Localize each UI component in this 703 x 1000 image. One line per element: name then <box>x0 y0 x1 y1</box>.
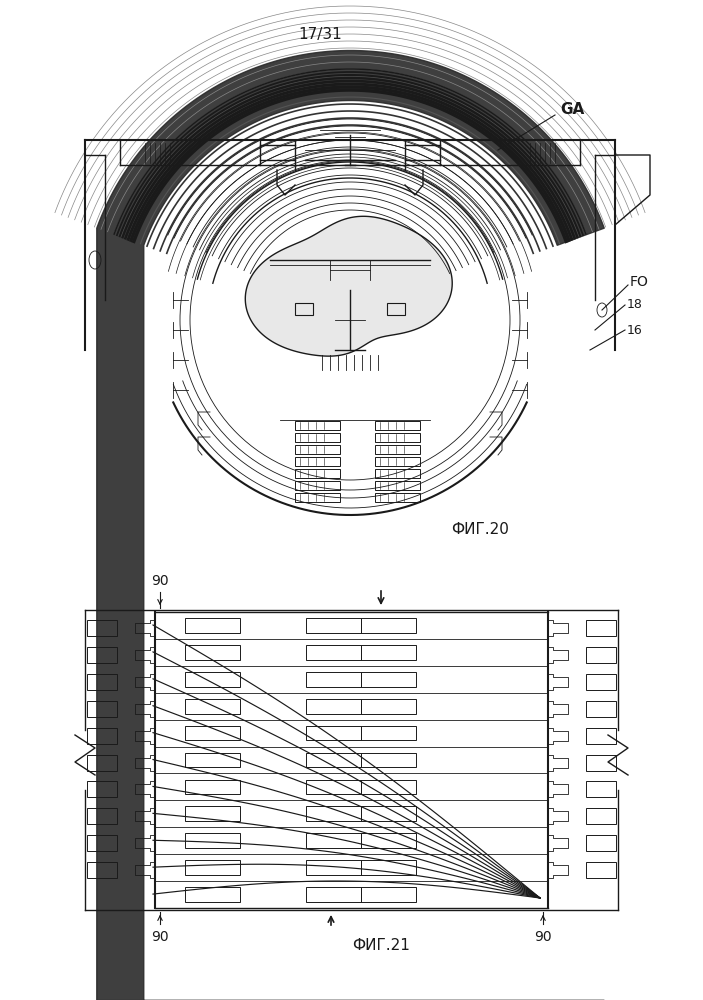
Bar <box>295 445 340 454</box>
Bar <box>586 728 616 744</box>
Bar <box>295 421 340 430</box>
Bar <box>185 887 240 902</box>
Bar <box>586 808 616 824</box>
Bar <box>586 674 616 690</box>
Bar <box>295 457 340 466</box>
Bar <box>586 701 616 717</box>
Bar <box>185 645 240 660</box>
Text: 90: 90 <box>534 930 552 944</box>
Bar <box>87 701 117 717</box>
Bar <box>306 726 361 740</box>
Text: 17/31: 17/31 <box>298 27 342 42</box>
Bar <box>387 303 405 315</box>
Bar <box>375 457 420 466</box>
Bar <box>375 433 420 442</box>
Bar <box>375 481 420 490</box>
Bar <box>87 808 117 824</box>
Bar <box>361 860 416 875</box>
Bar <box>306 699 361 714</box>
Bar <box>185 860 240 875</box>
Bar <box>295 481 340 490</box>
Bar <box>185 753 240 767</box>
Bar <box>295 493 340 502</box>
Bar <box>185 672 240 687</box>
Bar <box>586 647 616 663</box>
Bar <box>375 469 420 478</box>
Bar <box>306 618 361 633</box>
Bar <box>361 753 416 767</box>
Bar <box>306 887 361 902</box>
Text: ФИГ.21: ФИГ.21 <box>352 938 410 952</box>
Bar <box>87 728 117 744</box>
Text: 16: 16 <box>627 324 643 336</box>
Bar <box>87 647 117 663</box>
Bar <box>306 672 361 687</box>
Bar <box>361 699 416 714</box>
Bar <box>306 833 361 848</box>
Bar <box>87 755 117 771</box>
Bar <box>361 726 416 740</box>
Bar <box>185 806 240 821</box>
Bar <box>361 672 416 687</box>
Bar <box>586 781 616 797</box>
Bar <box>586 755 616 771</box>
Bar <box>361 618 416 633</box>
Text: 90: 90 <box>151 574 169 588</box>
Text: GA: GA <box>560 103 584 117</box>
Bar <box>87 835 117 851</box>
Bar <box>87 674 117 690</box>
Bar <box>87 862 117 878</box>
Bar <box>375 493 420 502</box>
Bar <box>185 726 240 740</box>
Text: ФИГ.20: ФИГ.20 <box>451 522 509 538</box>
Bar <box>185 699 240 714</box>
Bar <box>185 618 240 633</box>
Bar <box>295 303 313 315</box>
Polygon shape <box>245 216 452 356</box>
Bar <box>361 833 416 848</box>
Bar <box>295 469 340 478</box>
Bar <box>586 835 616 851</box>
Text: 90: 90 <box>151 930 169 944</box>
Bar <box>87 781 117 797</box>
Bar <box>306 780 361 794</box>
Bar <box>87 620 117 636</box>
Bar <box>375 421 420 430</box>
Text: FO: FO <box>630 275 649 289</box>
Bar <box>185 780 240 794</box>
Bar <box>306 645 361 660</box>
Bar <box>295 433 340 442</box>
Text: 18: 18 <box>627 298 643 312</box>
Bar <box>361 645 416 660</box>
Bar <box>306 806 361 821</box>
Bar <box>185 833 240 848</box>
Bar <box>361 887 416 902</box>
Bar <box>586 862 616 878</box>
Bar <box>361 780 416 794</box>
Bar <box>361 806 416 821</box>
Bar <box>586 620 616 636</box>
Bar <box>306 860 361 875</box>
Bar <box>375 445 420 454</box>
Bar <box>306 753 361 767</box>
